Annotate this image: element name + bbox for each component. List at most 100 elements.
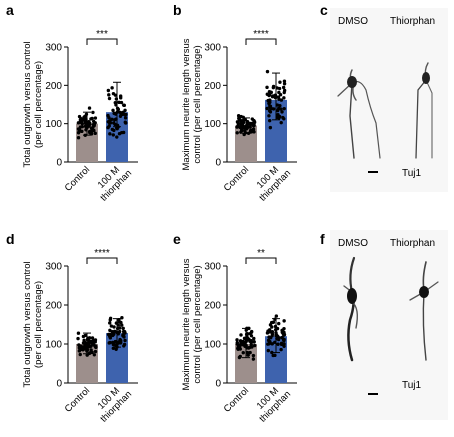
data-point-d — [82, 345, 86, 349]
y-tick-label-a: 200 — [45, 81, 62, 92]
data-point-a — [87, 124, 91, 128]
data-point-a — [113, 93, 118, 97]
data-point-b — [278, 80, 282, 84]
data-point-b — [248, 122, 252, 126]
data-point-d — [76, 331, 81, 335]
data-point-a — [113, 100, 117, 105]
data-point-d — [108, 336, 113, 340]
data-point-e — [252, 343, 257, 348]
data-point-a — [120, 112, 125, 116]
micrograph-c-dmso-label: DMSO — [338, 16, 368, 27]
data-point-e — [271, 320, 276, 324]
data-point-b — [245, 124, 250, 129]
data-point-a — [88, 131, 92, 135]
data-point-b — [277, 116, 281, 120]
data-point-e — [267, 341, 272, 345]
data-point-b — [271, 85, 276, 90]
y-axis-label-line: (per cell percentage) — [33, 61, 44, 148]
data-point-b — [267, 101, 271, 105]
data-point-a — [87, 106, 92, 110]
data-point-d — [120, 316, 124, 320]
y-axis-label-e: Maximum neurite length versuscontrol (pe… — [181, 258, 203, 390]
data-point-e — [246, 346, 251, 350]
bar-e-0 — [235, 344, 257, 383]
data-point-a — [107, 93, 111, 97]
y-tick-label-a: 300 — [45, 43, 62, 54]
y-axis-label-line: Maximum neurite length versus — [181, 38, 192, 170]
data-point-e — [241, 351, 245, 355]
data-point-e — [270, 330, 275, 334]
data-point-d — [111, 342, 116, 347]
micrograph-c-stain-label: Tuj1 — [402, 168, 422, 179]
data-point-e — [280, 335, 284, 340]
data-point-b — [236, 124, 240, 128]
y-tick-label-d: 200 — [45, 301, 62, 312]
data-point-b — [250, 117, 254, 121]
data-point-e — [250, 329, 254, 334]
data-point-e — [242, 336, 247, 341]
data-point-d — [77, 343, 81, 347]
y-tick-label-b: 0 — [215, 158, 221, 169]
data-point-e — [270, 325, 274, 329]
data-point-d — [92, 353, 97, 357]
significance-bracket-b — [245, 38, 277, 45]
y-axis-label-line: (per cell percentage) — [33, 281, 44, 368]
data-point-b — [266, 98, 270, 103]
data-point-a — [124, 121, 128, 125]
data-point-a — [107, 121, 112, 125]
data-point-e — [270, 350, 274, 355]
data-point-e — [276, 342, 280, 346]
y-axis-label-line: Total outgrowth versus control — [22, 261, 33, 387]
data-point-a — [106, 88, 111, 93]
data-point-d — [89, 344, 93, 348]
data-point-e — [273, 353, 277, 358]
y-tick-label-e: 100 — [204, 340, 221, 351]
y-axis-label-line: control (per cell percentage) — [192, 45, 203, 163]
data-point-e — [239, 333, 243, 337]
data-point-b — [282, 117, 286, 121]
data-point-a — [117, 100, 121, 105]
micrograph-f-thiorphan-label: Thiorphan — [390, 238, 436, 249]
data-point-b — [279, 120, 283, 125]
data-point-a — [115, 135, 119, 139]
data-point-a — [117, 132, 122, 136]
data-point-b — [265, 106, 269, 111]
data-point-b — [271, 94, 275, 98]
y-axis-label-line: Maximum neurite length versus — [181, 258, 192, 390]
data-point-d — [87, 341, 91, 345]
data-point-e — [266, 348, 271, 353]
data-point-e — [248, 350, 252, 355]
significance-bracket-a — [86, 38, 118, 45]
data-point-e — [237, 355, 242, 360]
data-point-e — [251, 353, 256, 358]
data-point-e — [251, 357, 256, 361]
data-point-b — [268, 104, 273, 109]
data-point-e — [246, 353, 250, 357]
data-point-e — [249, 334, 254, 338]
scale-bar-c — [368, 171, 378, 173]
data-point-e — [274, 314, 279, 318]
data-point-b — [267, 114, 271, 118]
micrograph-f-stain-label: Tuj1 — [402, 380, 422, 391]
data-point-b — [251, 123, 256, 128]
data-point-e — [268, 336, 273, 340]
y-axis-label-line: control (per cell percentage) — [192, 265, 203, 383]
data-point-d — [82, 338, 86, 343]
y-axis-label-b: Maximum neurite length versuscontrol (pe… — [181, 38, 203, 170]
data-point-b — [276, 95, 281, 99]
data-point-a — [93, 131, 97, 136]
data-point-e — [235, 338, 239, 342]
data-point-b — [267, 118, 272, 123]
data-point-a — [123, 113, 127, 117]
data-point-e — [277, 321, 281, 326]
panel-letter-a: a — [6, 2, 14, 18]
data-point-a — [93, 116, 98, 120]
y-tick-label-d: 0 — [56, 379, 62, 390]
data-point-a — [106, 113, 110, 118]
data-point-a — [76, 131, 81, 135]
data-point-b — [268, 125, 273, 130]
data-point-b — [267, 93, 271, 98]
data-point-d — [77, 349, 82, 353]
data-point-a — [119, 96, 123, 100]
